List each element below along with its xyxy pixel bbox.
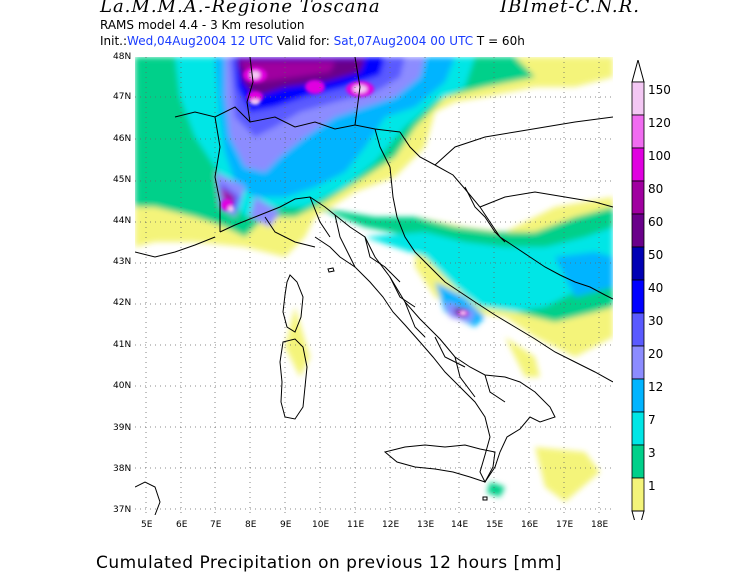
title-lamma: La.M.M.A.-Regione Toscana xyxy=(100,0,381,17)
legend-swatch xyxy=(631,378,645,413)
legend-value: 7 xyxy=(648,413,656,427)
legend-value: 150 xyxy=(648,83,671,97)
lat-label: 47N xyxy=(113,92,132,102)
init-prefix: Init.: xyxy=(100,34,128,48)
valid-prefix: Valid for: xyxy=(276,34,330,48)
coastlines xyxy=(135,57,613,515)
title-ibimet: IBImet-C.N.R. xyxy=(500,0,640,17)
legend-swatch xyxy=(631,213,645,248)
lat-label: 39N xyxy=(113,423,132,433)
legend-swatch xyxy=(631,279,645,314)
precipitation-map xyxy=(135,57,613,515)
precip-field xyxy=(135,57,613,502)
lat-label: 41N xyxy=(113,340,132,350)
legend-value: 12 xyxy=(648,380,664,394)
map-canvas xyxy=(135,57,613,515)
lat-label: 44N xyxy=(113,216,132,226)
legend-value: 1 xyxy=(648,479,656,493)
lon-label: 7E xyxy=(210,520,222,530)
lat-label: 43N xyxy=(113,257,132,267)
lon-label: 8E xyxy=(245,520,257,530)
forecast-hour: T = 60h xyxy=(476,34,525,48)
legend-value: 3 xyxy=(648,446,656,460)
run-info: Init.:Wed,04Aug2004 12 UTC Valid for: Sa… xyxy=(100,34,525,48)
map-caption: Cumulated Precipitation on previous 12 h… xyxy=(96,553,562,573)
lon-label: 16E xyxy=(521,520,539,530)
legend-top-arrow xyxy=(631,60,645,83)
legend-swatch xyxy=(631,411,645,446)
lon-label: 13E xyxy=(417,520,435,530)
lat-label: 37N xyxy=(113,505,132,515)
legend-swatch xyxy=(631,81,645,116)
lat-label: 38N xyxy=(113,464,132,474)
legend-swatch xyxy=(631,114,645,149)
lon-label: 18E xyxy=(591,520,609,530)
lon-label: 5E xyxy=(141,520,153,530)
legend-value: 30 xyxy=(648,314,664,328)
legend-swatch xyxy=(631,444,645,479)
lat-label: 45N xyxy=(113,175,132,185)
legend-value: 20 xyxy=(648,347,664,361)
lon-label: 17E xyxy=(556,520,574,530)
lon-label: 12E xyxy=(382,520,400,530)
lat-label: 42N xyxy=(113,298,132,308)
legend-value: 60 xyxy=(648,215,664,229)
lon-label: 10E xyxy=(312,520,330,530)
legend-swatch xyxy=(631,147,645,182)
lat-label: 46N xyxy=(113,134,132,144)
legend-bottom-arrow xyxy=(631,510,645,520)
legend-value: 40 xyxy=(648,281,664,295)
lon-label: 6E xyxy=(176,520,188,530)
legend-swatch xyxy=(631,312,645,347)
valid-value: Sat,07Aug2004 00 UTC xyxy=(333,34,474,48)
legend-swatch xyxy=(631,180,645,215)
legend-value: 50 xyxy=(648,248,664,262)
lon-label: 14E xyxy=(451,520,469,530)
legend-value: 100 xyxy=(648,149,671,163)
color-scale-legend xyxy=(631,60,645,520)
legend-value: 80 xyxy=(648,182,664,196)
legend-swatch xyxy=(631,477,645,512)
lon-label: 15E xyxy=(486,520,504,530)
lat-label: 48N xyxy=(113,52,132,62)
legend-swatch xyxy=(631,246,645,281)
lon-label: 9E xyxy=(280,520,292,530)
init-value: Wed,04Aug2004 12 UTC xyxy=(127,34,273,48)
model-info: RAMS model 4.4 - 3 Km resolution xyxy=(100,18,305,32)
lat-label: 40N xyxy=(113,381,132,391)
legend-value: 120 xyxy=(648,116,671,130)
legend-swatch xyxy=(631,345,645,380)
lon-label: 11E xyxy=(347,520,365,530)
